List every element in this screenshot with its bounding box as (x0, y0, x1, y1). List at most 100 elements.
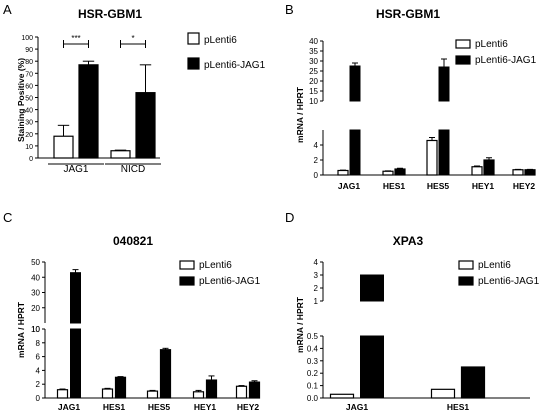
legend-swatch (455, 55, 471, 65)
significance-label: *** (71, 34, 80, 43)
x-tick-label: JAG1 (63, 164, 88, 175)
y-axis-label: mRNA / HPRT (16, 301, 26, 358)
bar-plenti6-jag1 (56, 389, 69, 399)
y-tick-label: 15 (309, 87, 318, 96)
y-axis-label: mRNA / HPRT (295, 86, 305, 143)
y-tick-label: 70 (25, 71, 33, 78)
y-tick-label: 80 (25, 59, 33, 66)
y-tick-label: 10 (25, 144, 33, 151)
bar-plenti6-jag1-jag1 (78, 64, 99, 159)
legend-swatch (179, 276, 195, 286)
bars (337, 58, 536, 176)
bar-plenti6-jag1-jag1-lower (70, 328, 81, 399)
x-tick-label: JAG1 (346, 402, 368, 412)
legend-label: pLenti6 (478, 260, 511, 271)
x-tick-label: HES1 (447, 402, 469, 412)
panel-letter: C (3, 210, 12, 225)
bar-plenti6-jag1-hes5-upper (438, 66, 450, 102)
bar-plenti6-jag1-hes1 (460, 366, 486, 399)
y-tick-label: 0.4 (307, 344, 319, 353)
legend-swatch (455, 39, 471, 49)
legend-label: pLenti6-JAG1 (478, 276, 540, 287)
bar-plenti6-jag1-jag1-upper (360, 274, 384, 302)
bar-plenti6-jag1-jag1-upper (70, 272, 81, 324)
y-tick-label: 4 (314, 141, 319, 150)
y-tick-label: 4 (36, 366, 41, 375)
chart-title: HSR-GBM1 (376, 7, 440, 21)
legend-swatch (458, 260, 474, 270)
y-tick-label: 8 (36, 339, 41, 348)
y-tick-label: 20 (25, 132, 33, 139)
legend-label: pLenti6 (204, 35, 237, 46)
legend-swatch (187, 57, 200, 70)
bar-plenti6-jag1-hey1 (483, 159, 495, 176)
bar-plenti6-jag1-jag1-lower (360, 335, 384, 399)
y-axis-label: Staining Positive (%) (16, 58, 26, 142)
bar-plenti6-nicd (110, 150, 131, 159)
x-tick-label: NICD (121, 164, 145, 175)
x-tick-label: HES5 (148, 402, 170, 412)
y-tick-label: 2 (36, 380, 41, 389)
y-tick-label: 10 (309, 97, 318, 106)
chart-title: 040821 (113, 234, 153, 248)
bar-plenti6-hes1 (101, 388, 114, 399)
legend-label: pLenti6-JAG1 (204, 60, 266, 71)
bar-plenti6-hey2 (235, 385, 248, 399)
bar-plenti6-jag1-hes5 (159, 349, 172, 399)
y-tick-label: 2 (314, 284, 319, 293)
legend: pLenti6 pLenti6-JAG1 (455, 39, 537, 66)
y-tick-label: 30 (309, 57, 318, 66)
y-tick-label: 10 (31, 325, 40, 334)
y-tick-label: 0 (314, 171, 319, 180)
y-tick-label: 1 (314, 297, 319, 306)
bars (56, 269, 261, 399)
bar-plenti6-hey2 (512, 169, 524, 176)
x-tick-label: HES5 (427, 181, 449, 191)
legend: pLenti6 pLenti6-JAG1 (458, 260, 540, 287)
y-tick-label: 10 (31, 325, 40, 334)
bar-plenti6-hes5 (426, 139, 438, 176)
x-tick-label: HEY1 (194, 402, 216, 412)
bars (53, 60, 156, 159)
x-tick-label: HEY2 (237, 402, 259, 412)
bars (329, 274, 486, 399)
y-tick-label: 30 (31, 289, 40, 298)
panel-letter: D (285, 210, 294, 225)
legend-label: pLenti6-JAG1 (475, 55, 537, 66)
bar-plenti6-jag1-jag1-lower (349, 129, 361, 176)
panel-d: D XPA3 mRNA / HPRT 0.0 0.1 0.2 0.3 0.4 0.5 1 2 3 4 JA… (285, 210, 540, 412)
x-tick-label: JAG1 (58, 402, 80, 412)
y-tick-label: 50 (31, 258, 40, 267)
bar-plenti6-jag1-hes5-lower (438, 129, 450, 176)
chart-title: HSR-GBM1 (78, 7, 142, 21)
y-tick-label: 0.0 (307, 394, 319, 403)
bar-plenti6-jag1-hes1 (114, 376, 127, 399)
legend-swatch (187, 32, 200, 45)
y-tick-label: 25 (309, 67, 318, 76)
y-tick-label: 6 (36, 353, 41, 362)
bar-plenti6-jag1-hey2 (248, 381, 261, 399)
legend-label: pLenti6 (475, 39, 508, 50)
y-tick-label: 40 (25, 108, 33, 115)
panel-letter: A (3, 2, 12, 17)
y-tick-label: 35 (309, 47, 318, 56)
bar-plenti6-jag1-hey1 (205, 379, 218, 399)
y-tick-label: 20 (309, 77, 318, 86)
chart-title: XPA3 (393, 234, 424, 248)
bar-plenti6-jag1 (53, 135, 74, 159)
legend-label: pLenti6 (199, 260, 232, 271)
y-tick-label: 0 (36, 394, 41, 403)
legend: pLenti6 pLenti6-JAG1 (179, 260, 261, 287)
legend-label: pLenti6-JAG1 (199, 276, 261, 287)
y-tick-label: 60 (25, 83, 33, 90)
bar-plenti6-hes1 (430, 388, 456, 399)
y-axis-label: mRNA / HPRT (295, 296, 305, 353)
y-tick-label: 0.5 (307, 332, 319, 341)
x-tick-label: HEY2 (513, 181, 535, 191)
y-tick-label: 40 (309, 37, 318, 46)
x-tick-label: HES1 (103, 402, 125, 412)
y-tick-label: 40 (31, 273, 40, 282)
bar-plenti6-hey1 (471, 166, 483, 176)
y-tick-label: 0.3 (307, 357, 319, 366)
